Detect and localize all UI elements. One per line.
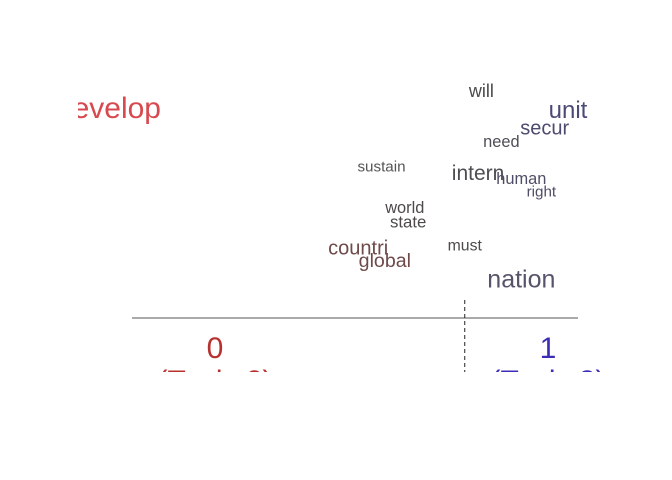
word-global: global — [359, 250, 411, 272]
word-secur: secur — [520, 117, 569, 139]
axis-end-labels: 0(Topic 2) 1(Topic 3) — [157, 332, 605, 398]
word-unit: unit — [549, 97, 588, 124]
axis-end-topic-label-1: (Topic 3) — [490, 365, 605, 398]
axis-end-number-0: 0 — [207, 332, 224, 365]
word-will: will — [468, 81, 494, 101]
word-nation: nation — [487, 266, 555, 294]
word-intern: intern — [452, 162, 505, 185]
axis-end-topic-label-0: (Topic 2) — [157, 365, 272, 398]
word-world: world — [384, 199, 424, 217]
word-sustain: sustain — [357, 159, 405, 176]
word-must: must — [448, 237, 483, 254]
word-develop: develop — [56, 92, 161, 125]
word-state: state — [390, 213, 426, 232]
word-human: human — [496, 170, 546, 188]
word-need: need — [483, 133, 519, 151]
word-countri: countri — [328, 237, 388, 259]
axis-end-number-1: 1 — [540, 332, 557, 365]
word-right: right — [527, 184, 557, 201]
